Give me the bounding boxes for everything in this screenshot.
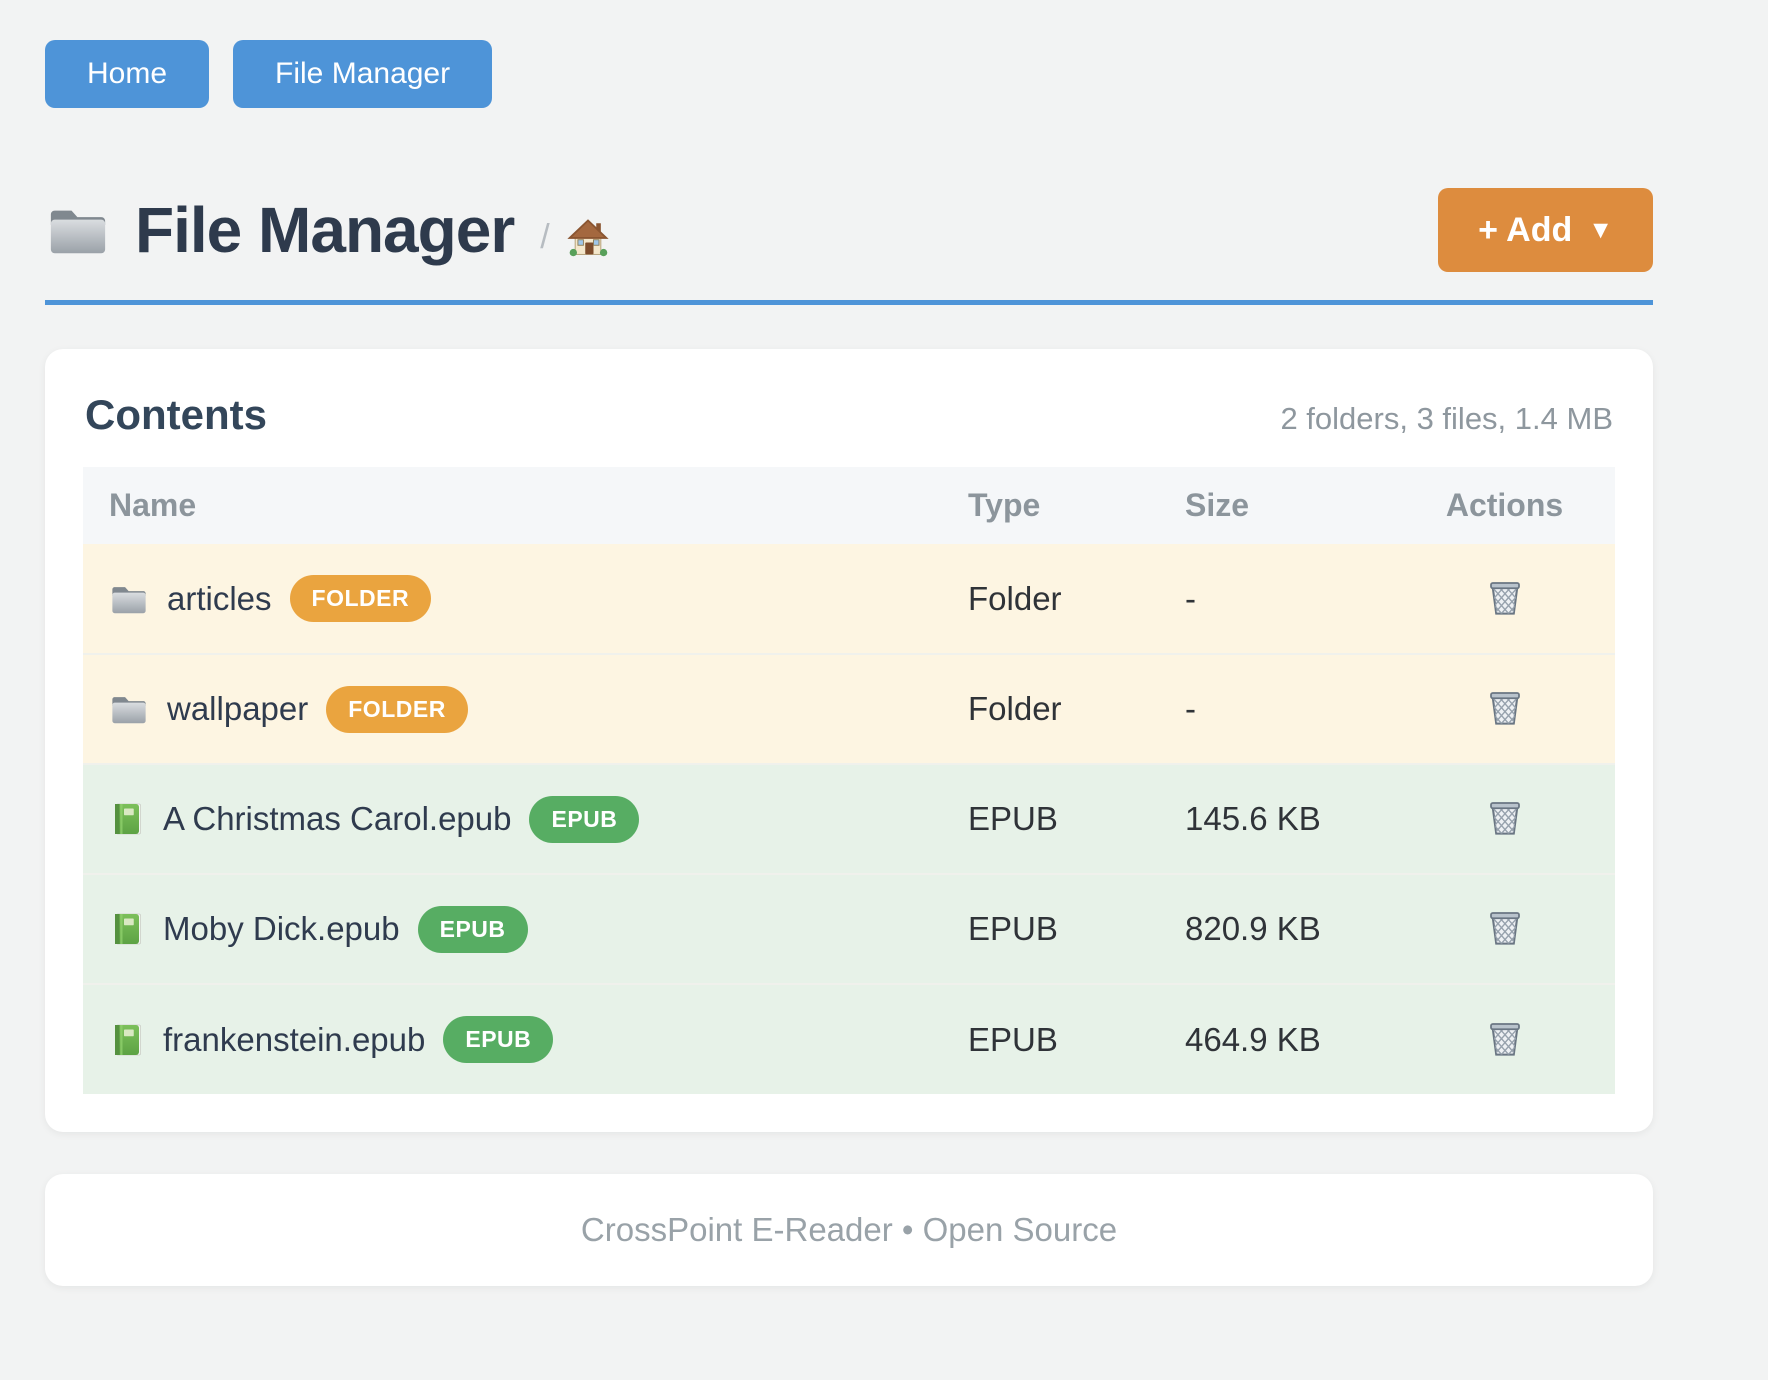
size-cell: - xyxy=(1159,653,1394,764)
table-header-row: Name Type Size Actions xyxy=(83,467,1615,544)
table-row: Moby Dick.epub EPUB EPUB 820.9 KB xyxy=(83,873,1615,984)
title-divider xyxy=(45,300,1653,305)
delete-button[interactable] xyxy=(1480,571,1530,623)
table-row: wallpaper FOLDER Folder - xyxy=(83,653,1615,764)
page-header: File Manager / + Add ▼ xyxy=(45,188,1653,272)
page-container: Home File Manager File Manager / xyxy=(45,0,1653,1286)
file-name-link[interactable]: Moby Dick.epub xyxy=(163,910,400,947)
breadcrumb-separator: / xyxy=(540,217,550,256)
epub-badge: EPUB xyxy=(529,795,640,843)
trash-icon xyxy=(1489,581,1520,615)
delete-button[interactable] xyxy=(1480,681,1530,733)
file-name-link[interactable]: wallpaper xyxy=(167,690,309,727)
type-cell: Folder xyxy=(942,544,1159,654)
contents-card: Contents 2 folders, 3 files, 1.4 MB Name… xyxy=(45,349,1653,1132)
delete-button[interactable] xyxy=(1480,1012,1530,1064)
type-cell: EPUB xyxy=(942,763,1159,874)
contents-summary: 2 folders, 3 files, 1.4 MB xyxy=(1280,401,1613,436)
column-header-type: Type xyxy=(942,467,1159,544)
caret-down-icon: ▼ xyxy=(1588,215,1613,244)
title-group: File Manager / xyxy=(45,193,610,267)
type-cell: EPUB xyxy=(942,983,1159,1094)
page-title: File Manager xyxy=(135,194,515,266)
column-header-size: Size xyxy=(1159,467,1394,544)
table-row: A Christmas Carol.epub EPUB EPUB 145.6 K… xyxy=(83,763,1615,874)
size-cell: - xyxy=(1159,544,1394,654)
breadcrumb: / xyxy=(540,215,609,259)
type-cell: Folder xyxy=(942,653,1159,764)
size-cell: 820.9 KB xyxy=(1159,873,1394,984)
trash-icon xyxy=(1489,692,1520,725)
file-name-link[interactable]: articles xyxy=(167,579,272,617)
file-manager-nav-button[interactable]: File Manager xyxy=(233,40,493,108)
folder-icon xyxy=(50,210,106,254)
trash-icon xyxy=(1489,1022,1520,1056)
trash-icon xyxy=(1489,802,1520,835)
contents-title: Contents xyxy=(85,391,267,438)
top-nav: Home File Manager xyxy=(45,0,1653,108)
file-name-link[interactable]: A Christmas Carol.epub xyxy=(163,800,512,837)
green-book-icon xyxy=(115,913,141,945)
green-book-icon xyxy=(115,1024,141,1055)
size-cell: 145.6 KB xyxy=(1159,763,1394,874)
column-header-name: Name xyxy=(83,467,942,544)
column-header-actions: Actions xyxy=(1394,467,1615,544)
delete-button[interactable] xyxy=(1480,901,1530,953)
folder-icon xyxy=(112,697,146,724)
folder-badge: FOLDER xyxy=(326,685,468,733)
type-cell: EPUB xyxy=(942,873,1159,984)
epub-badge: EPUB xyxy=(443,1016,554,1063)
footer-text: CrossPoint E-Reader • Open Source xyxy=(580,1211,1118,1248)
file-name-link[interactable]: frankenstein.epub xyxy=(163,1020,426,1058)
folder-icon xyxy=(112,586,146,613)
footer: CrossPoint E-Reader • Open Source xyxy=(45,1174,1653,1286)
house-icon[interactable] xyxy=(566,215,610,259)
delete-button[interactable] xyxy=(1480,791,1530,843)
trash-icon xyxy=(1489,912,1520,945)
add-button[interactable]: + Add ▼ xyxy=(1438,188,1653,272)
table-row: frankenstein.epub EPUB EPUB 464.9 KB xyxy=(83,983,1615,1094)
folder-badge: FOLDER xyxy=(289,575,432,622)
file-table: Name Type Size Actions articles xyxy=(83,467,1615,1094)
add-button-label: + Add xyxy=(1478,210,1573,249)
green-book-icon xyxy=(115,803,141,835)
size-cell: 464.9 KB xyxy=(1159,983,1394,1094)
table-row: articles FOLDER Folder - xyxy=(83,544,1615,654)
home-nav-button[interactable]: Home xyxy=(45,40,210,108)
epub-badge: EPUB xyxy=(417,905,528,953)
contents-card-header: Contents 2 folders, 3 files, 1.4 MB xyxy=(83,387,1615,467)
